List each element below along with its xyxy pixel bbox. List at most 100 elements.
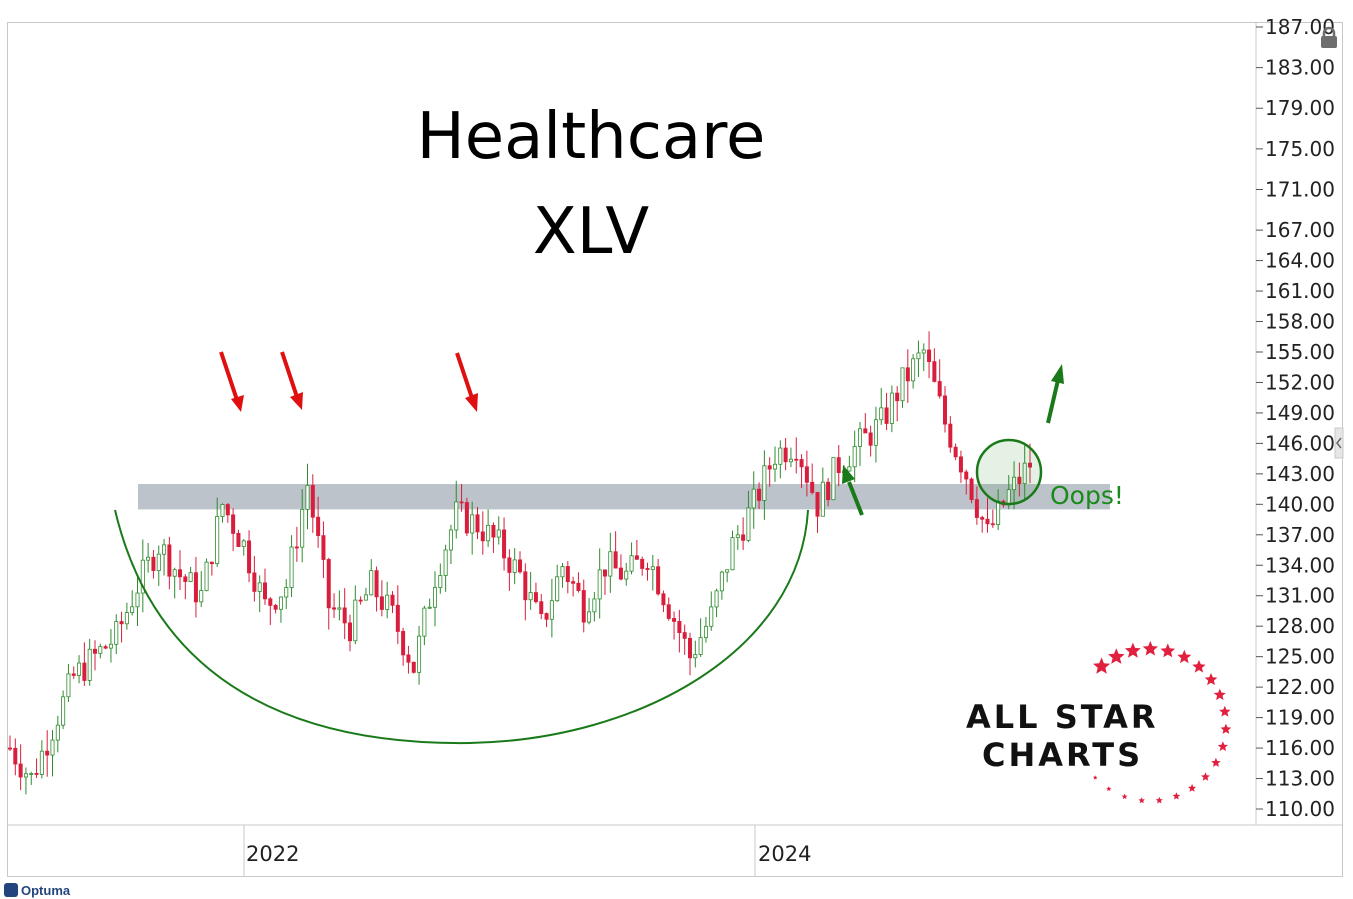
red-arrow-1 (219, 351, 244, 412)
candle-down (294, 546, 299, 549)
candle-up (709, 606, 714, 627)
candle-down (948, 423, 953, 448)
candle-up (528, 592, 533, 601)
candle-up (98, 646, 103, 654)
candle-down (273, 604, 278, 610)
brand-star (1124, 642, 1141, 658)
candle-up (714, 590, 719, 608)
candle-down (863, 428, 868, 434)
candle-down (406, 654, 411, 663)
candle-down (236, 533, 241, 548)
candle-down (464, 502, 469, 534)
candle-down (544, 613, 549, 620)
candle-up (188, 572, 193, 582)
y-tick-label: 113.00 (1265, 767, 1335, 791)
candle-down (603, 569, 608, 577)
candle-down (571, 581, 576, 584)
y-tick-label: 161.00 (1265, 279, 1335, 303)
candle-up (417, 635, 422, 673)
candle-down (868, 432, 873, 446)
chevron-left-icon[interactable] (1334, 427, 1344, 459)
candle-up (385, 594, 390, 610)
candle-up (693, 654, 698, 659)
candle-down (640, 558, 645, 569)
candle-up (889, 392, 894, 424)
candle-up (698, 637, 703, 655)
candle-up (363, 594, 368, 601)
candle-up (1022, 462, 1027, 485)
candle-up (135, 592, 140, 608)
brand-star (1213, 688, 1226, 701)
candle-up (353, 599, 358, 642)
y-tick-label: 134.00 (1265, 553, 1335, 577)
optuma-logo: Optuma (4, 881, 70, 899)
red-arrow-2 (280, 351, 303, 410)
candle-up (215, 516, 220, 565)
candle-down (757, 488, 762, 501)
candle-up (220, 504, 225, 517)
candle-up (289, 546, 294, 588)
candle-down (964, 471, 969, 480)
candle-up (77, 662, 82, 676)
lock-icon[interactable] (1318, 26, 1340, 50)
candle-down (618, 567, 623, 580)
y-tick-label: 110.00 (1265, 797, 1335, 821)
candle-up (29, 773, 34, 775)
candle-up (39, 750, 44, 775)
candle-down (932, 361, 937, 382)
candle-down (980, 517, 985, 520)
candle-up (879, 407, 884, 421)
candle-down (783, 447, 788, 463)
candle-up (555, 576, 560, 602)
chart-subtitle: XLV (533, 195, 649, 269)
y-tick-label: 158.00 (1265, 310, 1335, 334)
candle-down (905, 367, 910, 382)
brand-star (1177, 649, 1192, 664)
candle-down (252, 572, 257, 592)
optuma-label: Optuma (21, 882, 71, 898)
oops-annotation: Oops! (1050, 481, 1124, 510)
candle-up (773, 463, 778, 470)
brand-star (1093, 657, 1111, 674)
candle-up (730, 537, 735, 571)
candle-down (523, 571, 528, 601)
candle-up (608, 551, 613, 577)
candle-down (895, 392, 900, 402)
candle-down (937, 381, 942, 397)
candle-down (613, 551, 618, 569)
candle-up (156, 553, 161, 571)
candle-up (50, 739, 55, 756)
y-tick-label: 164.00 (1265, 249, 1335, 273)
candle-down (969, 478, 974, 500)
candle-down (985, 518, 990, 525)
candle-up (921, 349, 926, 354)
green-arrow-up-left (842, 465, 864, 516)
y-tick-label: 125.00 (1265, 645, 1335, 669)
candle-down (539, 601, 544, 614)
brand-star (1160, 643, 1176, 658)
candle-down (119, 621, 124, 625)
candle-down (533, 592, 538, 603)
candle-up (422, 607, 427, 637)
brand-star (1192, 659, 1206, 673)
y-tick-label: 167.00 (1265, 218, 1335, 242)
candle-down (321, 535, 326, 560)
candle-up (587, 611, 592, 623)
y-tick-label: 146.00 (1265, 431, 1335, 455)
candle-up (873, 419, 878, 446)
candle-up (592, 598, 597, 613)
candle-down (927, 349, 932, 363)
y-tick-label: 152.00 (1265, 370, 1335, 394)
candle-up (916, 352, 921, 360)
candle-up (300, 509, 305, 548)
candle-up (337, 607, 342, 610)
candle-up (629, 555, 634, 572)
candle-down (810, 481, 815, 493)
brand-star (1142, 641, 1158, 656)
candle-up (996, 500, 1001, 525)
candle-down (7, 747, 12, 750)
candle-down (480, 531, 485, 542)
brand-star (1155, 796, 1163, 804)
candle-down (358, 599, 363, 602)
